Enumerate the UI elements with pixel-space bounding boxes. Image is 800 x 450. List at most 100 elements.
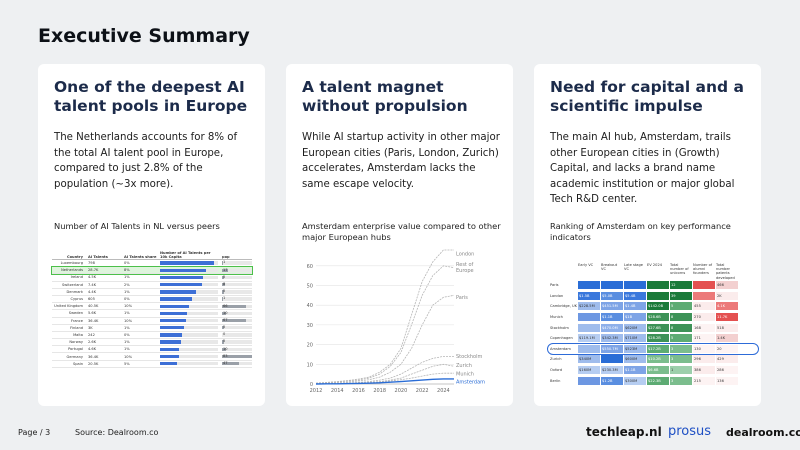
city-cell: Cambridge, UK xyxy=(550,304,578,309)
country-cell: Netherlands xyxy=(61,268,83,273)
card-title: A talent magnet without propulsion xyxy=(302,78,468,115)
card-title: Need for capital and a scientific impuls… xyxy=(550,78,744,115)
table-row: Berlin $1.2B $300M $22.3B 3 215 136 xyxy=(548,375,758,386)
city-cell: Berlin xyxy=(550,378,561,383)
series-line-paris xyxy=(315,294,455,384)
share-cell: 1% xyxy=(124,289,130,294)
table-row: United Kingdom 40.5K 10% 66 xyxy=(52,303,252,311)
city-cell: London xyxy=(550,293,564,298)
column-header: Breakout VC xyxy=(601,262,618,272)
population-bar xyxy=(222,362,239,366)
population-cell: 47 xyxy=(222,361,252,366)
bar-fill xyxy=(160,304,189,308)
y-tick-label: 20 xyxy=(307,343,313,349)
kpi-cell: $523M xyxy=(624,344,646,353)
table-row: Stockholm $470.0M $620M $27.6B 8 168 518 xyxy=(548,322,758,333)
kpi-cell: 5 xyxy=(670,302,692,311)
kpi-cell: $1.1B xyxy=(601,313,623,322)
page-number: Page / 3 xyxy=(18,428,51,437)
table-row: Switzerland 7.4K 2% 8 xyxy=(52,282,252,289)
talents-cell: 36.4K xyxy=(88,354,99,359)
country-cell: Luxembourg xyxy=(60,261,83,266)
series-label: Paris xyxy=(456,295,468,301)
series-label: Zurich xyxy=(456,363,472,369)
per-capita-bar xyxy=(160,297,222,301)
table-row: Finland 3K 1% 5 xyxy=(52,325,252,332)
bar-fill xyxy=(160,261,214,265)
kpi-cell: $1.2B xyxy=(601,376,623,385)
population-value: 47 xyxy=(223,361,228,366)
table-header: Early VC Breakout VC Late stage VC EV 2024 T… xyxy=(548,258,758,280)
population-bar xyxy=(222,304,246,308)
table-row: Munich $1.1B $1B $28.6B 8 270 11.7K xyxy=(548,312,758,323)
kpi-cell: $6.6B xyxy=(647,366,669,375)
population-bar xyxy=(222,268,229,272)
city-cell: Stockholm xyxy=(550,325,569,330)
kpi-cell xyxy=(578,281,600,290)
bar-fill xyxy=(160,333,183,337)
per-capita-bar xyxy=(160,362,222,366)
page-num: 3 xyxy=(45,428,51,437)
techleap-logo: techleap.nl xyxy=(586,425,662,439)
talents-cell: 4.5K xyxy=(88,275,97,280)
kpi-cell: $119.1M xyxy=(578,334,600,343)
kpi-cell xyxy=(578,313,600,322)
share-cell: 1% xyxy=(124,275,130,280)
table-row: Zurich $340M $600M $10.2B 3 296 429 xyxy=(548,354,758,365)
kpi-cell: $160M xyxy=(578,366,600,375)
bar-fill xyxy=(160,297,192,301)
series-label: Munich xyxy=(456,372,474,378)
per-capita-bar xyxy=(160,354,222,359)
population-bar xyxy=(222,318,247,323)
kpi-cell xyxy=(693,291,715,300)
city-cell: Copenhagen xyxy=(550,336,573,341)
per-capita-bar xyxy=(160,261,222,265)
kpi-cell: $550.7M xyxy=(601,344,623,353)
kpi-cell xyxy=(601,355,623,364)
column-header: AI Talents xyxy=(88,255,108,259)
population-cell: 5 xyxy=(222,275,252,280)
talents-cell: 28.7K xyxy=(88,268,99,273)
column-header: pop xyxy=(222,255,230,259)
share-cell: 1% xyxy=(124,340,130,345)
talents-cell: 4.4K xyxy=(88,289,97,294)
bar-fill xyxy=(160,347,180,352)
talents-cell: 4.6K xyxy=(88,347,97,352)
population-value: 1 xyxy=(223,296,226,301)
share-cell: 10% xyxy=(124,354,132,359)
kpi-cell: 1 xyxy=(670,366,692,375)
table-row: Luxembourg 798 0% 1 xyxy=(52,260,252,268)
talents-cell: 3K xyxy=(88,325,93,330)
population-cell: 5 xyxy=(222,339,252,344)
column-header: Early VC xyxy=(578,262,594,267)
kpi-cell: $17.2B xyxy=(647,344,669,353)
card-caption: Number of AI Talents in NL versus peers xyxy=(54,221,220,231)
country-cell: United Kingdom xyxy=(54,304,83,309)
kpi-cell xyxy=(693,281,715,290)
kpi-cell: $1.5B xyxy=(578,291,600,300)
talents-cell: 36.4K xyxy=(88,318,99,323)
kpi-cell: $5.0B xyxy=(601,291,623,300)
kpi-cell xyxy=(647,281,669,290)
kpi-cell: $22.3B xyxy=(647,376,669,385)
talents-cell: 5.6K xyxy=(88,311,97,316)
bar-fill xyxy=(160,282,202,287)
table-row: Germany 36.4K 10% 83 xyxy=(52,353,252,361)
population-bar xyxy=(222,311,226,316)
kpi-cell: 3 xyxy=(670,355,692,364)
talents-cell: 605 xyxy=(88,297,95,302)
y-tick-label: 10 xyxy=(307,362,313,368)
share-cell: 8% xyxy=(124,268,130,273)
kpi-cell: $340M xyxy=(578,355,600,364)
series-label: Amsterdam xyxy=(456,380,485,386)
talents-cell: 20.5K xyxy=(88,361,99,366)
x-tick-label: 2012 xyxy=(310,388,323,394)
population-bar xyxy=(222,326,224,330)
kpi-cell: $1.4B xyxy=(624,302,646,311)
table-row: Sweden 5.6K 1% 10 xyxy=(52,310,252,318)
per-capita-bar xyxy=(160,304,222,308)
column-header: Number of AI Talents per 10k Capita xyxy=(160,251,211,259)
kpi-cell: $300M xyxy=(624,376,646,385)
talents-cell: 40.5K xyxy=(88,304,99,309)
bar-fill xyxy=(160,311,187,316)
